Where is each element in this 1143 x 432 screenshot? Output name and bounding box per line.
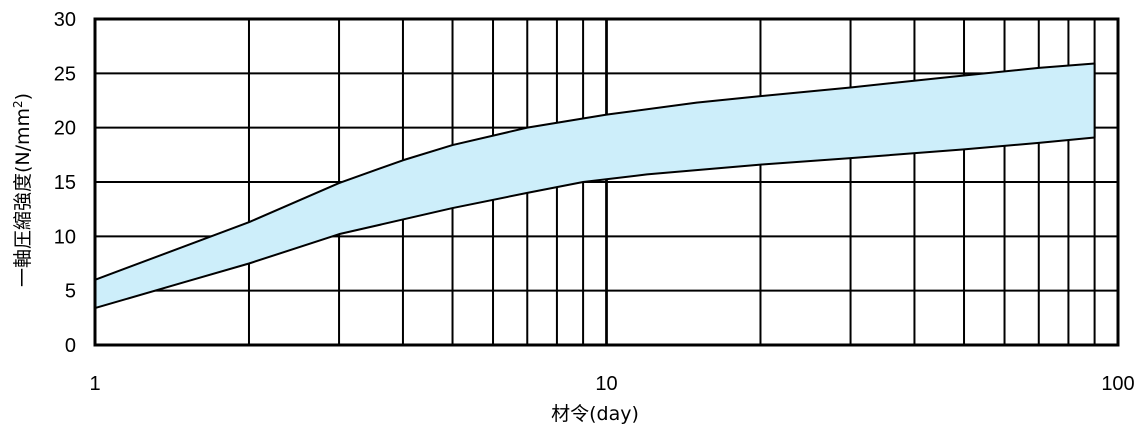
y-axis-label-close: ) [12, 93, 34, 100]
y-tick-label: 25 [54, 63, 76, 85]
y-tick-label: 0 [65, 335, 76, 357]
y-tick-label: 30 [54, 9, 76, 31]
grid-lines [93, 18, 1120, 346]
x-tick-label: 100 [1101, 373, 1134, 395]
y-tick-label: 20 [54, 118, 76, 140]
strength-band-layer [94, 62, 1096, 310]
y-axis-label-main: 一軸圧縮強度(N/mm [12, 108, 34, 287]
x-tick-label: 10 [595, 373, 617, 395]
x-tick-labels: 1 10 100 [89, 373, 1134, 395]
y-tick-label: 15 [54, 172, 76, 194]
y-axis-label: 一軸圧縮強度(N/mm2) [11, 93, 34, 287]
y-axis-label-superscript: 2 [11, 100, 25, 108]
strength-range-band [94, 62, 1096, 310]
y-tick-label: 5 [65, 281, 76, 303]
x-axis-label: 材令(day) [551, 403, 639, 425]
x-tick-label: 1 [89, 373, 100, 395]
y-tick-label: 10 [54, 226, 76, 248]
plot-frame [93, 17, 1120, 347]
y-tick-labels: 0 5 10 15 20 25 30 [54, 9, 76, 357]
